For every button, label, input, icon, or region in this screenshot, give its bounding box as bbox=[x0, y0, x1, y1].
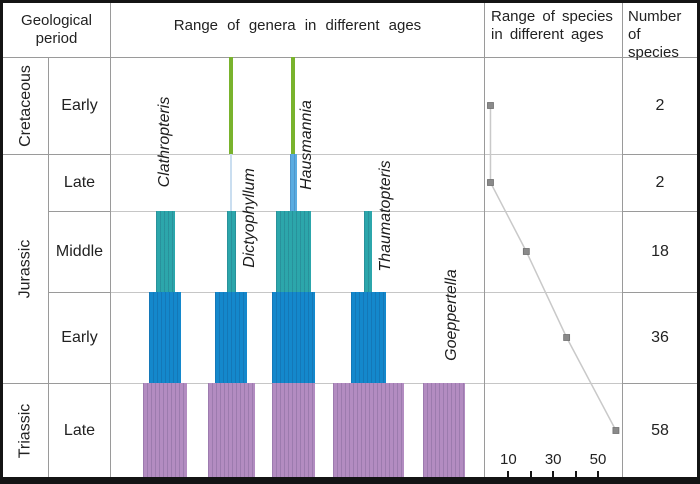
species-count-early-cretaceous: 2 bbox=[655, 96, 665, 114]
genus-range-segment bbox=[230, 154, 232, 211]
table-rule-h bbox=[48, 292, 110, 293]
gridline-h bbox=[3, 154, 697, 155]
genus-range-segment bbox=[271, 383, 315, 478]
epoch-cell-late-triassic: Late bbox=[63, 421, 96, 439]
genus-range-segment bbox=[289, 154, 297, 211]
species-count-middle-jurassic: 18 bbox=[651, 242, 669, 260]
x-axis-tick bbox=[597, 471, 599, 477]
genus-range-segment bbox=[226, 211, 236, 292]
geological-period-line2: period bbox=[35, 30, 78, 47]
genus-range-segment bbox=[229, 57, 233, 154]
genus-range-segment bbox=[215, 292, 247, 383]
genus-range-segment bbox=[155, 211, 175, 292]
genus-range-segment bbox=[143, 383, 187, 478]
x-axis-tick-label: 50 bbox=[589, 451, 607, 468]
table-rule-v bbox=[48, 57, 49, 478]
epoch-cell-early-cretaceous: Early bbox=[61, 96, 98, 114]
species-range-title-line2: in different ages bbox=[491, 26, 604, 43]
species-range-chart bbox=[487, 102, 620, 434]
number-species-title-line1: Number of bbox=[628, 8, 682, 43]
gridline-h bbox=[48, 211, 697, 212]
epoch-cell-early-jurassic: Early bbox=[61, 328, 98, 346]
table-rule-h bbox=[622, 383, 697, 384]
species-point bbox=[522, 248, 530, 255]
genus-range-segment bbox=[149, 292, 181, 383]
geological-period-line1: Geological bbox=[21, 12, 92, 29]
genus-range-segment bbox=[364, 211, 372, 292]
epoch-cell-middle-jurassic: Middle bbox=[55, 242, 104, 260]
x-axis-tick bbox=[574, 471, 577, 477]
table-rule-h bbox=[622, 292, 697, 293]
table-rule-v bbox=[484, 3, 485, 478]
species-count-late-jurassic: 2 bbox=[655, 173, 665, 191]
genus-range-segment bbox=[423, 383, 465, 478]
x-axis-tick bbox=[507, 471, 510, 477]
frame-bottom-axis bbox=[0, 477, 700, 484]
header-rule bbox=[3, 57, 697, 58]
genus-range-segment bbox=[275, 211, 311, 292]
species-count-late-triassic: 58 bbox=[651, 421, 669, 439]
x-axis-tick-label: 10 bbox=[500, 451, 517, 468]
genus-range-segment bbox=[350, 292, 386, 383]
number-species-title-line2: species bbox=[628, 44, 679, 61]
genus-range-segment bbox=[291, 57, 295, 154]
x-axis-tick bbox=[552, 471, 555, 477]
species-point bbox=[612, 427, 620, 434]
epoch-cell-late-jurassic: Late bbox=[63, 173, 96, 191]
table-rule-h bbox=[622, 154, 697, 155]
species-count-early-jurassic: 36 bbox=[651, 328, 669, 346]
genus-range-segment bbox=[207, 383, 255, 478]
table-rule-v bbox=[110, 3, 111, 478]
species-range-title: Range of species in different ages bbox=[491, 8, 619, 52]
species-point bbox=[563, 334, 571, 341]
genus-range-segment bbox=[332, 383, 404, 478]
table-rule-h bbox=[48, 211, 110, 212]
table-rule-h bbox=[3, 383, 110, 384]
species-range-title-line1: Range of species bbox=[491, 8, 613, 25]
species-point bbox=[487, 102, 494, 109]
frame-top bbox=[0, 0, 700, 3]
genus-range-segment bbox=[271, 292, 315, 383]
species-point bbox=[487, 179, 494, 186]
x-axis-tick bbox=[529, 471, 532, 477]
number-species-title: Number of species bbox=[628, 8, 698, 61]
frame-left bbox=[0, 0, 3, 484]
genera-title: Range of genera in different ages bbox=[173, 17, 422, 34]
table-rule-h bbox=[622, 211, 697, 212]
frame-right bbox=[697, 0, 700, 484]
x-axis-tick-label: 30 bbox=[544, 451, 562, 468]
table-rule-h bbox=[3, 154, 110, 155]
geological-period-header: Geological period bbox=[3, 6, 110, 54]
table-rule-v bbox=[622, 3, 623, 478]
